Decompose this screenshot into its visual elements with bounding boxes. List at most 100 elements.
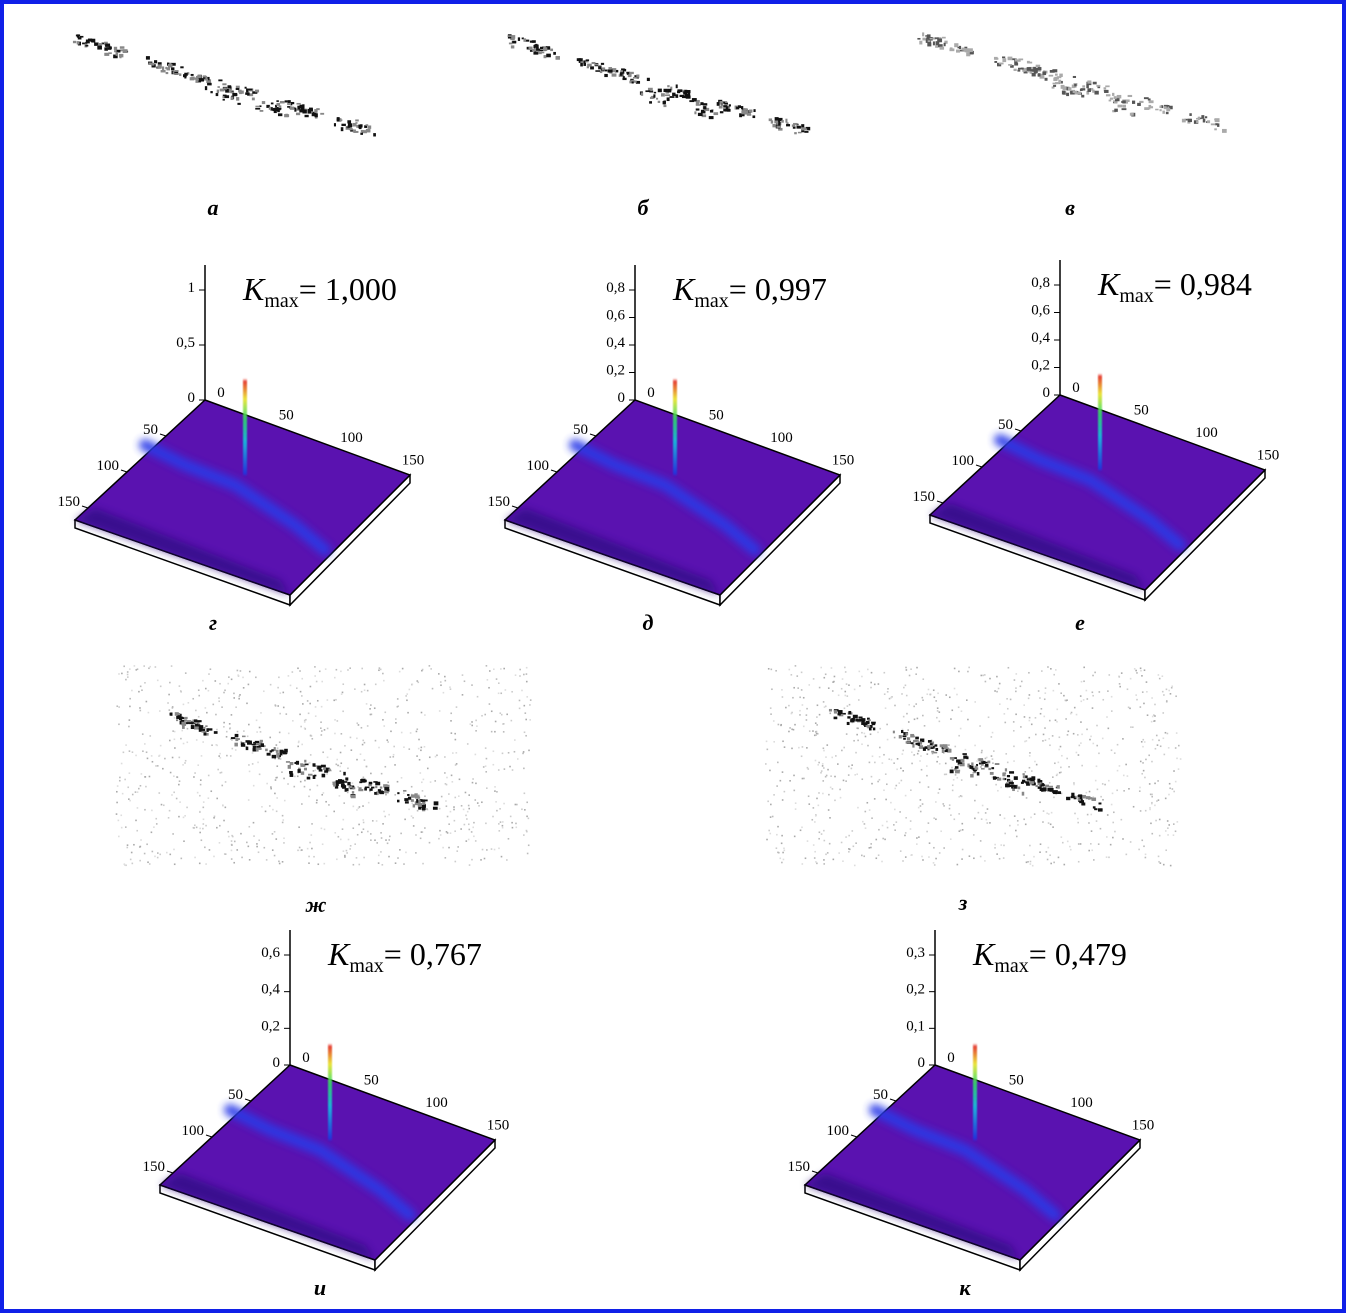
noise-dot [276,744,278,746]
noise-dot [454,733,456,735]
noise-dot [1041,708,1043,710]
noise-dot [137,807,139,809]
speckle [1007,775,1010,777]
noise-dot [344,855,346,857]
noise-dot [801,755,803,757]
noise-dot [337,765,339,767]
noise-dot [395,718,397,720]
speckle [1027,61,1030,64]
noise-dot [321,706,323,708]
speckle [1093,82,1097,85]
noise-dot [1045,739,1047,741]
kmax-value: = 0,767 [384,936,482,972]
noise-dot [242,677,244,679]
noise-dot [415,834,417,836]
noise-dot [1157,780,1159,782]
speckle [434,801,439,805]
noise-dot [920,805,922,807]
noise-dot [768,668,770,670]
noise-dot [467,811,469,813]
noise-dot [363,828,365,830]
noise-dot [1000,787,1002,789]
noise-dot [440,684,442,686]
noise-dot [841,842,843,844]
noise-dot [321,730,323,732]
noise-dot [416,731,418,733]
noise-dot [201,755,203,757]
noise-dot [486,849,488,851]
speckle [1017,60,1021,62]
noise-dot [888,758,890,760]
speckle [290,762,294,765]
noise-dot [1014,679,1016,681]
noise-dot [824,706,826,708]
speckle [1030,781,1034,784]
speckle [1018,68,1023,70]
speckle [289,771,293,774]
noise-dot [252,763,254,765]
noise-dot [123,752,125,754]
noise-dot [1168,747,1170,749]
noise-dot [808,795,810,797]
noise-dot [878,829,880,831]
noise-dot [169,854,171,856]
noise-dot [389,836,391,838]
speckle [339,119,342,121]
noise-dot [976,784,978,786]
noise-dot [407,712,409,714]
noise-dot [368,802,370,804]
speckle [114,47,117,50]
noise-dot [371,714,373,716]
noise-dot [1015,687,1017,689]
noise-dot [367,690,369,692]
noise-dot [334,677,336,679]
noise-dot [1029,767,1031,769]
speckle [917,38,920,40]
noise-dot [1157,744,1159,746]
noise-dot [1122,738,1124,740]
noise-dot [180,738,182,740]
speckle [338,779,342,782]
noise-dot [823,750,825,752]
noise-dot [1045,687,1047,689]
noise-dot [1091,830,1093,832]
noise-dot [224,853,226,855]
noise-dot [187,728,189,730]
noise-dot [275,779,277,781]
speckle [1112,93,1114,96]
noise-dot [299,670,301,672]
noise-dot [138,788,140,790]
speckle [204,727,206,729]
noise-dot [819,714,821,716]
noise-dot [390,731,392,733]
z-tick-label: 0,2 [606,363,625,379]
noise-dot [1073,784,1075,786]
noise-dot [127,676,129,678]
noise-dot [472,782,474,784]
noise-dot [933,689,935,691]
noise-dot [995,784,997,786]
noise-dot [529,704,531,706]
noise-dot [789,669,791,671]
noise-dot [261,806,263,808]
speckle [866,725,870,727]
noise-dot [464,824,466,826]
noise-dot [136,830,138,832]
noise-dot [928,856,930,858]
noise-dot [984,860,986,862]
speckle [241,742,244,744]
speckle [317,766,321,770]
noise-dot [403,746,405,748]
noise-dot [334,733,336,735]
noise-dot [483,766,485,768]
speckle [512,35,515,39]
noise-dot [1172,788,1174,790]
speckle [1073,76,1076,78]
noise-dot [962,829,964,831]
noise-dot [961,858,963,860]
noise-dot [237,674,239,676]
noise-dot [468,839,470,841]
noise-dot [378,747,380,749]
speckle [324,770,328,773]
noise-dot [432,688,434,690]
